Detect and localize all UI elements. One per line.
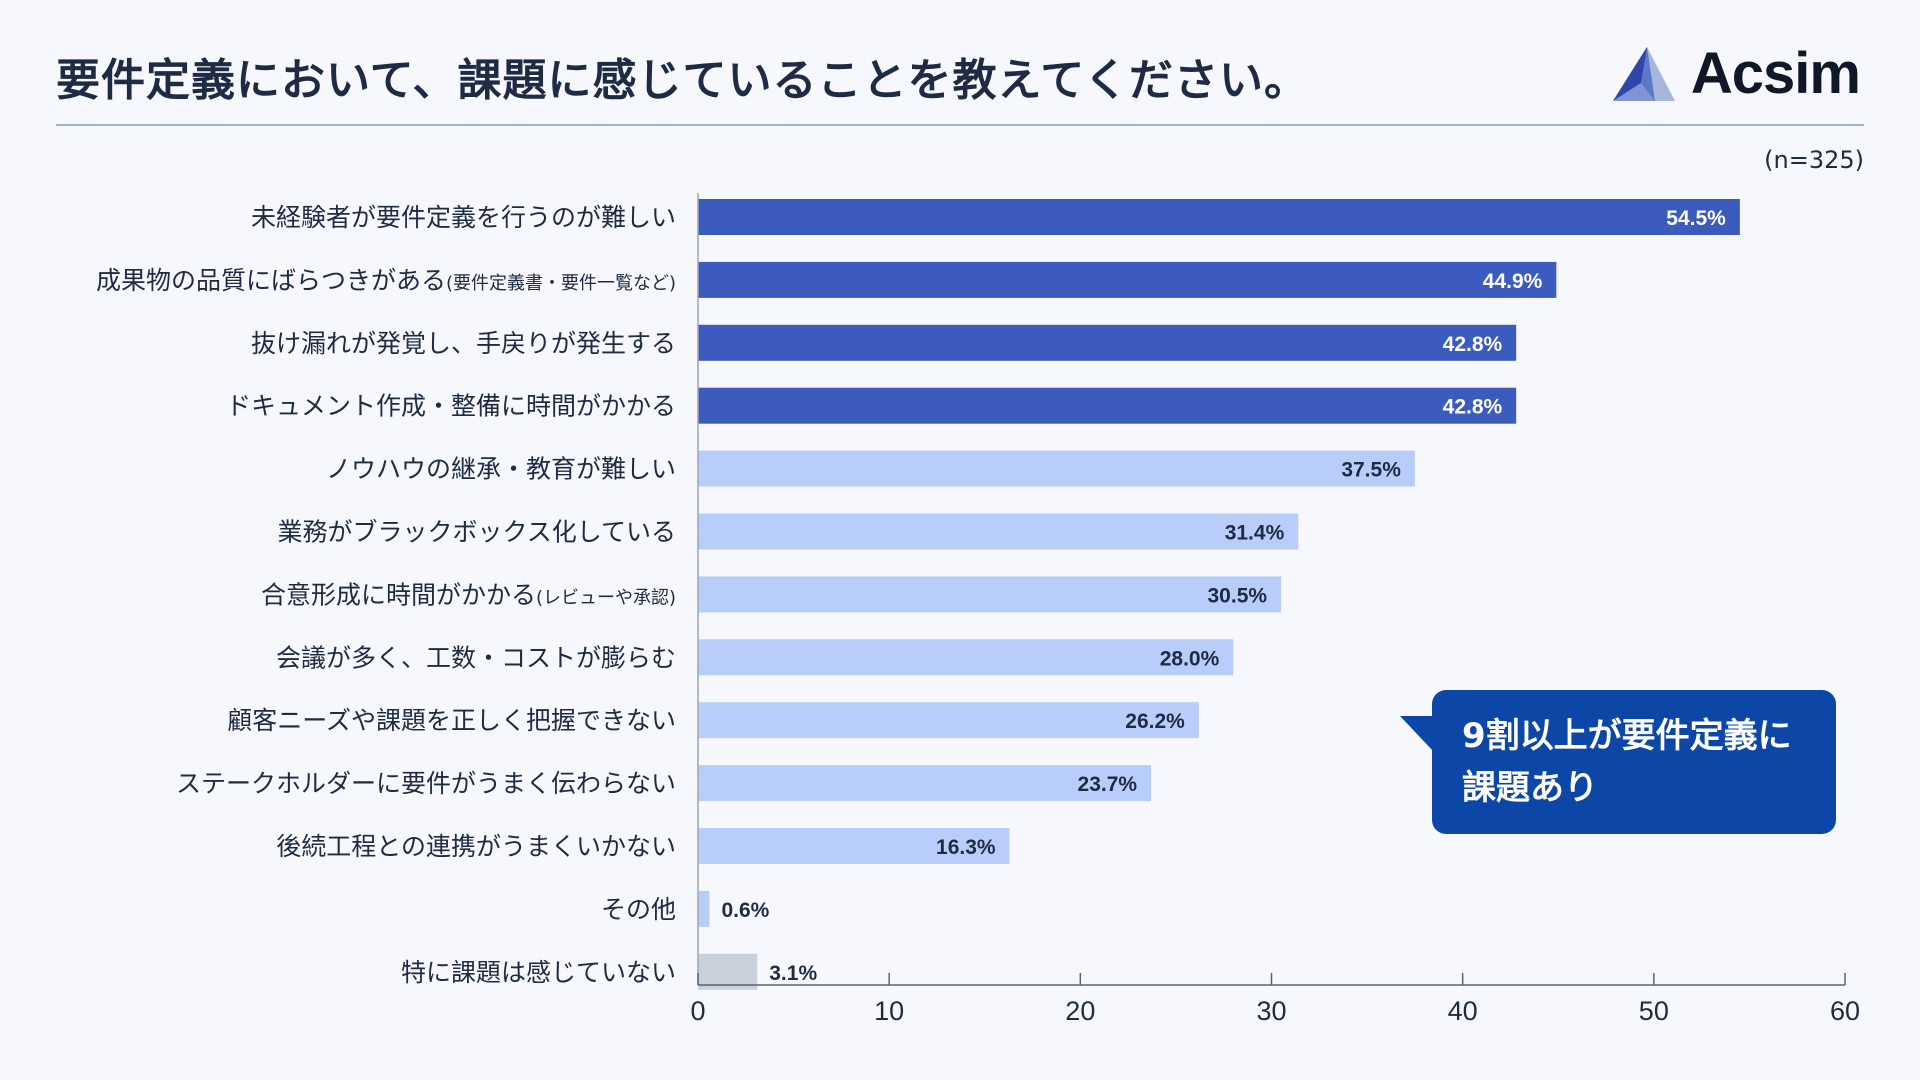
page-title: 要件定義において、課題に感じていることを教えてください。 [56, 55, 1309, 106]
category-label-13: 特に課題は感じていない [401, 958, 676, 987]
category-label-12: その他 [601, 895, 676, 924]
bar-1 [698, 199, 1740, 235]
category-label-text: 後続工程との連携がうまくいかない [276, 832, 676, 861]
callout-line-1: 9割以上が要件定義に [1462, 716, 1792, 756]
x-tick-label-0: 0 [690, 996, 705, 1026]
bar-10 [698, 765, 1152, 802]
bar-13 [698, 953, 758, 990]
x-tick-label-50: 50 [1639, 996, 1669, 1026]
value-label-6: 31.4% [1225, 522, 1285, 545]
category-label-text: 未経験者が要件定義を行うのが難しい [251, 203, 676, 232]
category-label-text: ステークホルダーに要件がうまく伝わらない [176, 769, 676, 798]
x-tick-label-30: 30 [1256, 996, 1286, 1026]
category-label-1: 未経験者が要件定義を行うのが難しい [251, 203, 676, 232]
category-label-4: ドキュメント作成・整備に時間がかかる [226, 392, 676, 421]
category-label-text: 成果物の品質にばらつきがある [96, 266, 446, 295]
bar-3 [698, 324, 1517, 361]
value-label-7: 30.5% [1208, 584, 1268, 607]
acsim-logo-icon [1612, 46, 1675, 101]
x-tick-label-40: 40 [1448, 996, 1478, 1026]
x-tick-label-20: 20 [1065, 996, 1095, 1026]
bar-7 [698, 576, 1282, 613]
category-label-text: 特に課題は感じていない [401, 958, 676, 987]
category-label-2: 成果物の品質にばらつきがある(要件定義書・要件一覧など) [96, 266, 676, 295]
brand-logo: Acsim [1611, 40, 1861, 107]
bar-8 [698, 639, 1234, 676]
category-label-text: その他 [601, 895, 676, 924]
sample-size: (n=325) [1764, 146, 1864, 174]
category-label-note: (要件定義書・要件一覧など) [446, 273, 676, 294]
category-label-text: ドキュメント作成・整備に時間がかかる [226, 392, 676, 421]
category-label-text: 業務がブラックボックス化している [277, 518, 676, 547]
value-label-4: 42.8% [1443, 396, 1503, 419]
category-label-7: 合意形成に時間がかかる(レビューや承認) [261, 580, 676, 609]
brand-name: Acsim [1690, 41, 1861, 106]
bar-6 [698, 513, 1299, 550]
value-label-5: 37.5% [1341, 459, 1401, 482]
value-label-12: 0.6% [721, 899, 769, 922]
callout-line-2: 課題あり [1462, 768, 1598, 808]
bar-4 [698, 387, 1517, 424]
callout-tail [1400, 716, 1434, 752]
bar-5 [698, 450, 1415, 487]
category-label-11: 後続工程との連携がうまくいかない [276, 832, 676, 861]
value-label-3: 42.8% [1443, 333, 1503, 356]
bar-12 [698, 890, 710, 927]
callout-box: 9割以上が要件定義に 課題あり [1432, 690, 1836, 834]
category-label-10: ステークホルダーに要件がうまく伝わらない [176, 769, 676, 798]
category-label-3: 抜け漏れが発覚し、手戻りが発生する [251, 329, 676, 358]
value-label-13: 3.1% [769, 962, 817, 985]
category-label-text: ノウハウの継承・教育が難しい [326, 455, 676, 484]
value-label-2: 44.9% [1483, 270, 1543, 293]
bar-9 [698, 702, 1199, 739]
category-label-8: 会議が多く、工数・コストが膨らむ [276, 643, 676, 672]
category-label-text: 合意形成に時間がかかる [261, 580, 536, 609]
category-label-text: 会議が多く、工数・コストが膨らむ [276, 643, 676, 672]
category-label-text: 抜け漏れが発覚し、手戻りが発生する [251, 329, 676, 358]
value-label-11: 16.3% [936, 836, 996, 859]
header-divider [56, 124, 1864, 126]
bar-11 [698, 828, 1010, 864]
category-label-6: 業務がブラックボックス化している [277, 518, 676, 547]
value-label-1: 54.5% [1666, 207, 1726, 230]
x-tick-label-10: 10 [874, 996, 904, 1026]
bar-2 [698, 261, 1557, 298]
value-label-10: 23.7% [1078, 773, 1138, 796]
category-label-note: (レビューや承認) [536, 587, 676, 608]
category-label-5: ノウハウの継承・教育が難しい [326, 455, 676, 484]
category-label-9: 顧客ニーズや課題を正しく把握できない [227, 706, 676, 735]
x-tick-label-60: 60 [1830, 996, 1860, 1026]
category-label-text: 顧客ニーズや課題を正しく把握できない [227, 706, 676, 735]
value-label-9: 26.2% [1125, 710, 1185, 733]
value-label-8: 28.0% [1160, 647, 1220, 670]
